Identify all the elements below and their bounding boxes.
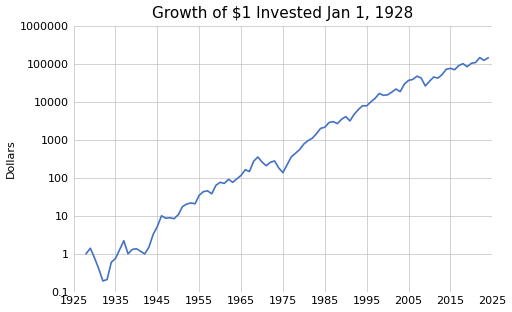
Y-axis label: Dollars: Dollars xyxy=(6,139,15,178)
Title: Growth of $1 Invested Jan 1, 1928: Growth of $1 Invested Jan 1, 1928 xyxy=(153,6,414,21)
